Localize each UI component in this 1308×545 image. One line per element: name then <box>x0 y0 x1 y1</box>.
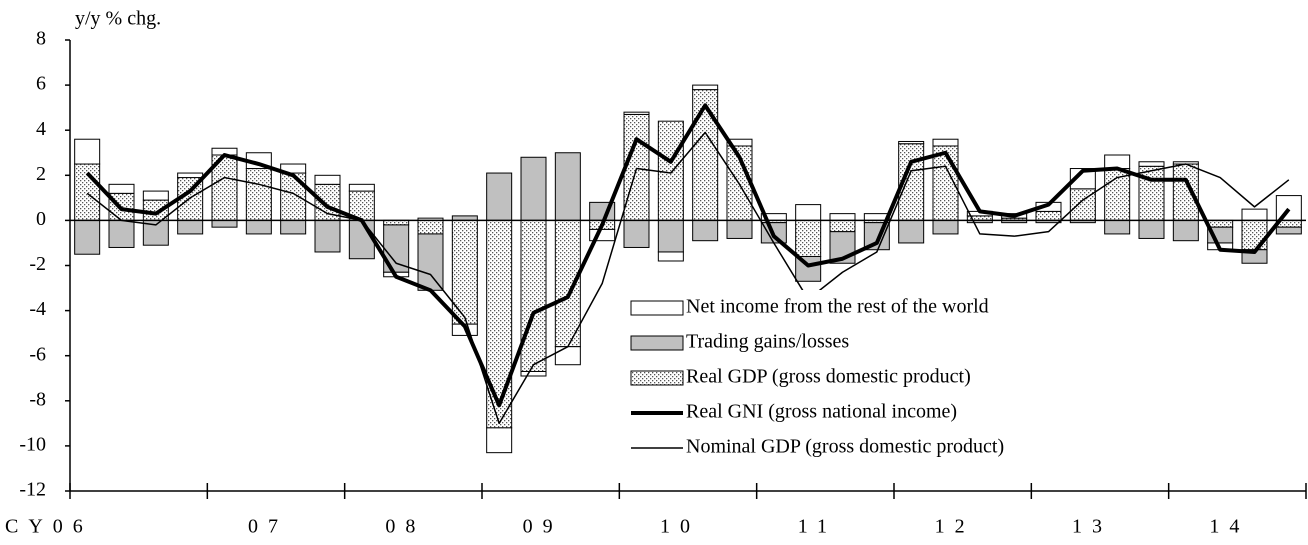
legend-box <box>625 290 1105 466</box>
y-tick-label: -4 <box>29 298 46 320</box>
x-tick-label: 08 <box>385 516 425 538</box>
bar <box>177 172 204 179</box>
legend-swatch <box>630 335 684 351</box>
bar <box>1138 219 1165 239</box>
legend: Net income from the rest of the world Tra… <box>625 290 1105 466</box>
y-tick-label: 4 <box>36 118 46 140</box>
bar <box>314 174 341 185</box>
bar <box>520 370 547 377</box>
bar <box>1275 195 1302 221</box>
y-tick-label: 0 <box>36 208 46 230</box>
bar <box>211 219 238 228</box>
y-tick-label: -6 <box>29 343 46 365</box>
bar <box>417 219 444 235</box>
bar <box>1172 163 1199 221</box>
y-tick-label: 2 <box>36 163 46 185</box>
legend-swatch <box>630 370 684 386</box>
bar <box>1138 165 1165 221</box>
bar <box>245 168 272 221</box>
bar <box>795 219 822 257</box>
x-tick-label: 10 <box>660 516 700 538</box>
bar <box>74 219 101 255</box>
bar <box>348 219 375 260</box>
bar <box>623 111 650 115</box>
bar <box>74 138 101 165</box>
bar <box>554 152 581 221</box>
bar <box>898 140 925 145</box>
bar <box>177 219 204 235</box>
bar <box>692 219 719 242</box>
bar <box>1104 219 1131 235</box>
bar <box>108 219 135 248</box>
bar <box>795 204 822 221</box>
bar <box>829 231 856 264</box>
x-tick-label: 11 <box>798 516 837 538</box>
bar <box>486 172 513 221</box>
bar <box>1275 226 1302 235</box>
bar <box>554 219 581 348</box>
bar <box>280 163 307 174</box>
bar <box>1241 208 1268 221</box>
x-tick-label: 07 <box>248 516 288 538</box>
bar <box>486 219 513 429</box>
bar <box>348 183 375 192</box>
bar <box>451 219 478 325</box>
bar <box>1104 154 1131 170</box>
x-tick-label: 13 <box>1072 516 1112 538</box>
bar <box>142 190 169 201</box>
y-axis-label: y/y % chg. <box>75 8 161 30</box>
y-tick-label: -8 <box>29 388 46 410</box>
bar <box>829 219 856 233</box>
line <box>85 103 1291 408</box>
bar <box>74 163 101 221</box>
bar <box>245 219 272 235</box>
x-tick-label: CY06 <box>5 516 93 538</box>
y-tick-label: -12 <box>19 479 46 501</box>
bar <box>623 113 650 221</box>
bar <box>280 219 307 235</box>
y-tick-label: 6 <box>36 73 46 95</box>
bar <box>726 138 753 147</box>
bar <box>1069 168 1096 190</box>
bar <box>932 138 959 147</box>
bar <box>657 120 684 221</box>
bar <box>623 219 650 248</box>
bar <box>1172 219 1199 242</box>
bar <box>417 233 444 291</box>
legend-label: Nominal GDP (gross domestic product) <box>686 436 1004 458</box>
bar <box>829 213 856 221</box>
bar <box>554 346 581 366</box>
x-tick-label: 09 <box>523 516 563 538</box>
legend-label: Real GNI (gross national income) <box>686 401 957 423</box>
bar <box>726 219 753 239</box>
bar <box>520 219 547 372</box>
bar <box>280 172 307 221</box>
line <box>86 131 1290 425</box>
bar <box>692 89 719 221</box>
bar <box>692 84 719 91</box>
bar <box>520 156 547 221</box>
y-tick-label: -10 <box>19 433 46 455</box>
legend-swatch <box>630 300 684 316</box>
legend-label: Trading gains/losses <box>686 331 849 353</box>
bar <box>314 219 341 253</box>
y-tick-label: -2 <box>29 253 46 275</box>
bar <box>1207 219 1234 228</box>
x-tick-label: 12 <box>935 516 975 538</box>
bar <box>657 251 684 262</box>
bar <box>657 219 684 253</box>
bar <box>1035 210 1062 221</box>
bar <box>1138 161 1165 167</box>
bar <box>1241 219 1268 251</box>
bar <box>898 219 925 244</box>
bar <box>108 183 135 194</box>
legend-label: Real GDP (gross domestic product) <box>686 366 971 388</box>
y-tick-label: 8 <box>36 28 46 50</box>
bar <box>932 219 959 235</box>
bar <box>486 427 513 454</box>
x-tick-label: 14 <box>1209 516 1249 538</box>
legend-label: Net income from the rest of the world <box>686 296 989 318</box>
